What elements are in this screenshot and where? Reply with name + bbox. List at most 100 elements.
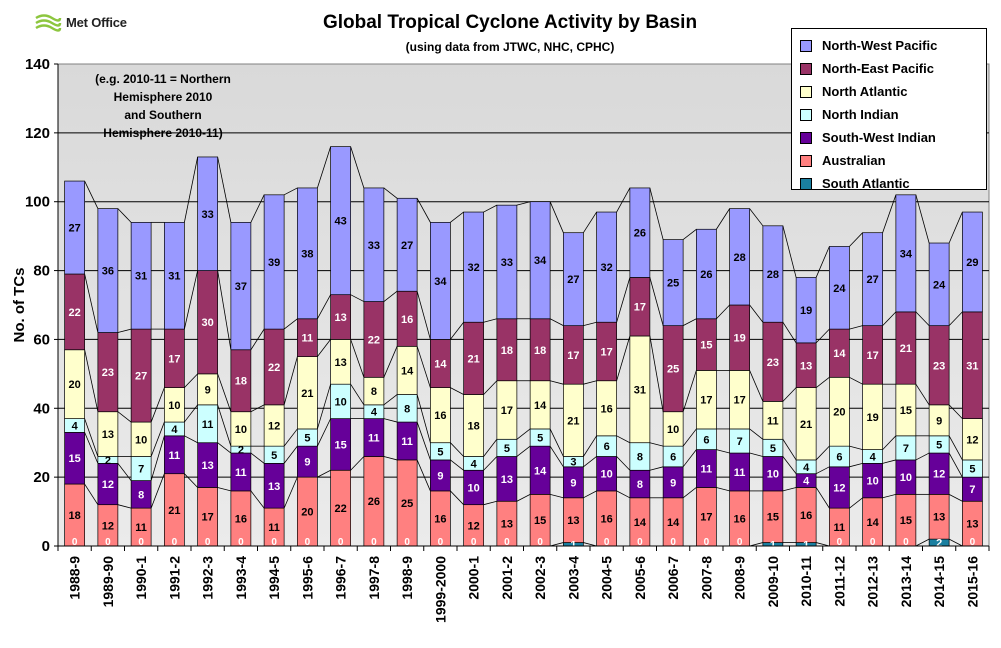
x-tick-label: 2010-11 [798,556,814,607]
data-label: 13 [933,512,945,524]
note-line-3: and Southern [78,106,248,124]
data-label: 4 [803,476,810,488]
legend-swatch [800,63,812,75]
x-tick-label: 1995-6 [299,556,315,600]
data-label: 5 [936,439,942,451]
data-label: 10 [601,469,613,481]
data-label: 29 [966,257,978,269]
x-tick-label: 2006-7 [665,556,681,600]
data-label: 14 [833,348,846,360]
data-label: 17 [700,512,712,524]
data-label: 11 [834,522,846,534]
data-label: 16 [401,314,413,326]
x-tick-label: 2002-3 [532,556,548,600]
data-label: 27 [69,223,81,235]
data-label: 17 [202,512,214,524]
y-tick-label: 140 [25,56,50,73]
data-label: 20 [69,379,81,391]
x-tick-label: 2000-1 [466,556,482,600]
y-tick-label: 0 [42,538,50,555]
y-tick-label: 120 [25,125,50,142]
data-label: 24 [933,279,946,291]
data-label: 2 [238,445,244,457]
data-label: 17 [501,405,513,417]
x-tick-label: 2004-5 [599,556,615,600]
data-label: 17 [601,346,613,358]
data-label: 27 [135,371,147,383]
data-label: 8 [138,489,144,501]
data-label: 11 [368,433,380,445]
data-label: 9 [570,477,576,489]
data-label: 14 [534,465,547,477]
data-label: 8 [404,403,410,415]
data-label: 7 [737,436,743,448]
data-label: 18 [69,510,81,522]
data-label: 13 [102,429,114,441]
data-label: 12 [833,482,845,494]
data-label: 10 [168,400,180,412]
data-label: 11 [734,467,746,479]
chart-legend: North-West Pacific North-East Pacific No… [791,28,987,190]
x-tick-label: 1993-4 [233,556,249,600]
data-label: 31 [168,271,180,283]
data-label: 10 [135,434,147,446]
data-label: 4 [72,421,79,433]
legend-label: North-East Pacific [822,61,934,76]
data-label: 25 [667,364,679,376]
data-label: 14 [434,359,447,371]
data-label: 12 [933,469,945,481]
x-tick-label: 2013-14 [898,556,914,608]
y-tick-label: 80 [33,263,50,280]
data-label: 32 [601,262,613,274]
data-label: 6 [836,451,842,463]
data-label: 16 [601,513,613,525]
data-label: 7 [903,443,909,455]
y-tick-label: 60 [33,331,50,348]
data-label: 5 [271,450,277,462]
data-label: 4 [171,424,178,436]
data-label: 22 [69,307,81,319]
data-label: 30 [202,317,214,329]
data-label: 14 [401,365,414,377]
legend-swatch [800,155,812,167]
data-label: 11 [767,415,779,427]
data-label: 13 [966,519,978,531]
data-label: 19 [800,305,812,317]
data-label: 11 [701,464,713,476]
data-label: 18 [501,345,513,357]
data-label: 13 [800,360,812,372]
data-label: 16 [434,410,446,422]
chart-title: Global Tropical Cyclone Activity by Basi… [230,12,790,34]
data-label: 8 [637,479,643,491]
data-label: 22 [335,503,347,515]
data-label: 25 [667,278,679,290]
data-label: 23 [767,357,779,369]
x-tick-label: 2005-6 [632,556,648,600]
data-label: 1 [770,539,776,551]
data-label: 11 [169,450,181,462]
data-label: 17 [634,302,646,314]
legend-label: South-West Indian [822,130,936,145]
data-label: 36 [102,266,114,278]
data-label: 10 [468,482,480,494]
data-label: 5 [537,433,543,445]
data-label: 4 [803,462,810,474]
data-label: 10 [335,396,347,408]
data-label: 28 [767,269,779,281]
x-tick-label: 1998-9 [399,556,415,600]
note-line-2: Hemisphere 2010 [78,88,248,106]
data-label: 6 [670,451,676,463]
x-tick-label: 1991-2 [166,556,182,600]
data-label: 10 [235,424,247,436]
y-tick-label: 100 [25,194,50,211]
data-label: 26 [368,496,380,508]
data-label: 5 [770,443,776,455]
legend-swatch [800,40,812,52]
y-tick-label: 20 [33,469,50,486]
data-label: 15 [900,405,912,417]
legend-label: Australian [822,153,886,168]
data-label: 39 [268,257,280,269]
legend-label: North-West Pacific [822,38,937,53]
data-label: 22 [368,334,380,346]
data-label: 34 [900,248,913,260]
